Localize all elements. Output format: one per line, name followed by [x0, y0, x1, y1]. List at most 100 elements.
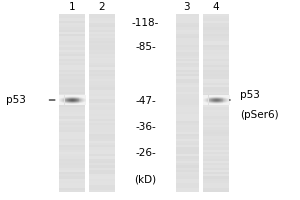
Bar — [67, 97, 68, 98]
Bar — [203, 107, 229, 110]
Bar — [209, 95, 210, 96]
Bar — [73, 99, 74, 100]
Bar — [89, 156, 115, 159]
Bar — [60, 104, 61, 105]
Bar — [67, 96, 68, 97]
Bar — [72, 104, 73, 105]
Bar — [210, 101, 211, 102]
Bar — [208, 99, 209, 100]
Bar — [216, 100, 217, 101]
Bar — [211, 98, 212, 99]
Bar — [224, 101, 225, 102]
Bar — [61, 101, 62, 102]
Bar — [60, 99, 61, 100]
Bar — [173, 116, 199, 119]
Bar — [220, 99, 221, 100]
Bar — [89, 139, 115, 141]
Bar — [227, 97, 228, 98]
Bar — [74, 101, 75, 102]
Bar — [218, 96, 219, 97]
Bar — [173, 125, 199, 127]
Bar — [59, 185, 85, 188]
Bar — [89, 74, 115, 76]
Bar — [229, 100, 230, 101]
Bar — [59, 94, 85, 96]
Bar — [89, 92, 115, 94]
Bar — [89, 25, 115, 27]
Bar — [226, 103, 227, 104]
Text: -36-: -36- — [135, 122, 156, 132]
Bar — [204, 95, 205, 96]
Bar — [219, 99, 220, 100]
Bar — [63, 104, 64, 105]
Bar — [85, 100, 86, 101]
Bar — [84, 102, 85, 103]
Bar — [203, 174, 229, 176]
Bar — [59, 25, 85, 27]
Bar — [59, 107, 85, 110]
Bar — [80, 100, 81, 101]
Bar — [209, 96, 210, 97]
Bar — [211, 100, 212, 101]
Bar — [63, 96, 64, 97]
Bar — [222, 104, 223, 105]
Bar — [63, 102, 64, 103]
Bar — [229, 99, 230, 100]
Bar — [207, 95, 208, 96]
Bar — [72, 96, 73, 97]
Bar — [89, 130, 115, 132]
Bar — [65, 97, 66, 98]
Bar — [203, 139, 229, 141]
Bar — [229, 98, 230, 99]
Bar — [218, 100, 219, 101]
Bar — [66, 98, 67, 99]
Bar — [59, 32, 85, 34]
Bar — [77, 97, 78, 98]
Bar — [73, 96, 74, 97]
Bar — [219, 103, 220, 104]
Bar — [59, 154, 85, 156]
Bar — [211, 95, 212, 96]
Bar — [225, 98, 226, 99]
Bar — [173, 141, 199, 143]
Bar — [213, 104, 214, 105]
Bar — [89, 163, 115, 165]
Bar — [203, 18, 229, 21]
Bar — [80, 102, 81, 103]
Bar — [59, 114, 85, 116]
Bar — [72, 95, 73, 96]
Bar — [82, 101, 83, 102]
Bar — [77, 95, 78, 96]
Bar — [203, 181, 229, 183]
Bar — [66, 95, 67, 96]
Bar — [173, 170, 199, 172]
Bar — [217, 102, 218, 103]
Bar — [79, 103, 80, 104]
Bar — [204, 101, 205, 102]
Bar — [211, 99, 212, 100]
Bar — [226, 96, 227, 97]
Bar — [173, 132, 199, 134]
Bar — [203, 83, 229, 85]
Bar — [76, 100, 77, 101]
Bar — [173, 43, 199, 45]
Bar — [203, 172, 229, 174]
Bar — [82, 103, 83, 104]
Bar — [59, 119, 85, 121]
Bar — [62, 98, 63, 99]
Bar — [203, 43, 229, 45]
Bar — [59, 72, 85, 74]
Bar — [173, 156, 199, 159]
Bar — [203, 76, 229, 79]
Bar — [208, 95, 209, 96]
Bar — [211, 97, 212, 98]
Bar — [210, 100, 211, 101]
Bar — [173, 159, 199, 161]
Bar — [66, 102, 67, 103]
Bar — [203, 100, 204, 101]
Bar — [212, 102, 213, 103]
Bar — [229, 95, 230, 96]
Bar — [89, 119, 115, 121]
Bar — [89, 172, 115, 174]
Bar — [60, 101, 61, 102]
